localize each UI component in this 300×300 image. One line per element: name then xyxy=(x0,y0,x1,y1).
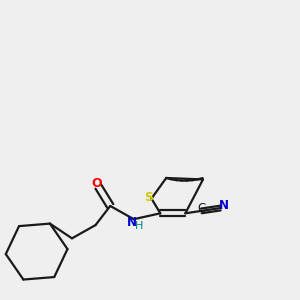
Text: N: N xyxy=(219,199,229,212)
Text: S: S xyxy=(145,190,154,204)
Text: O: O xyxy=(92,177,102,190)
Text: C: C xyxy=(197,202,206,215)
Text: N: N xyxy=(127,216,137,229)
Text: H: H xyxy=(135,221,143,231)
